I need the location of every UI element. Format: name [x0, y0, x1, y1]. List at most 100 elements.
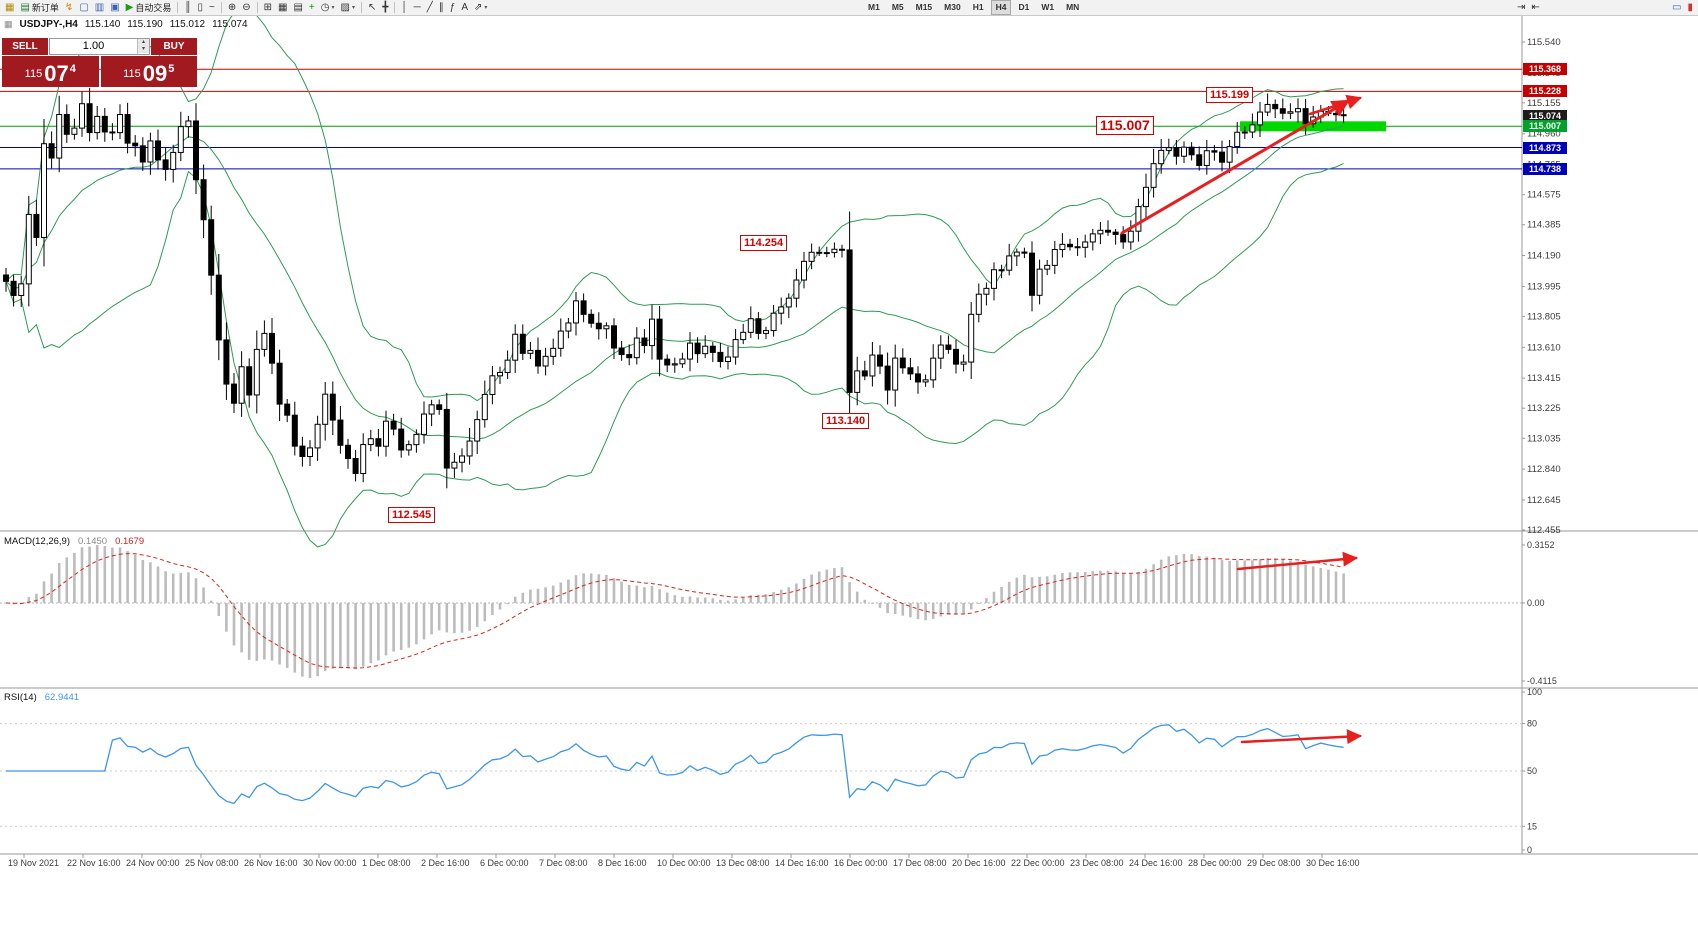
price-annotation[interactable]: 112.545	[388, 507, 436, 523]
arrange-windows-icon-glyph: ▤	[293, 2, 303, 13]
timeframe-mn[interactable]: MN	[1066, 2, 1080, 12]
channel-icon[interactable]: ∥	[436, 0, 447, 15]
volume-increase-button[interactable]: ▴	[138, 39, 149, 46]
trendline-icon-glyph: ╱	[426, 2, 433, 13]
time-axis-label: 24 Nov 00:00	[126, 858, 180, 868]
time-axis-label: 25 Nov 08:00	[185, 858, 239, 868]
auto-scroll-icon[interactable]: ⇥	[1514, 0, 1528, 15]
tile-windows-icon[interactable]: ⊞	[261, 0, 275, 15]
symbol-timeframe: USDJPY-,H4	[19, 19, 78, 30]
auto-trading-button[interactable]: ▶ 自动交易	[123, 0, 175, 15]
buy-price-figure: 115	[123, 68, 141, 80]
templates-button[interactable]: ▨ ▾	[338, 0, 358, 15]
trendline-icon[interactable]: ╱	[424, 0, 436, 15]
trend-arrow[interactable]	[1236, 551, 1358, 571]
toolbar-separator	[360, 2, 362, 13]
zoom-out-icon-glyph: ⊖	[242, 2, 251, 13]
rsi-scale-label: 80	[1527, 719, 1537, 729]
trend-arrow[interactable]	[1240, 729, 1362, 745]
candlestick-type-icon-glyph: ▯	[197, 2, 203, 13]
price-annotation[interactable]: 114.254	[740, 235, 788, 251]
fibonacci-icon-glyph: ƒ	[449, 2, 456, 13]
channel-icon-glyph: ∥	[438, 2, 444, 13]
rsi-scale-label: 100	[1527, 687, 1542, 697]
time-axis-label: 8 Dec 16:00	[598, 858, 647, 868]
candlestick-type-icon[interactable]: ▯	[194, 0, 206, 15]
horizontal-lines-layer[interactable]	[0, 68, 1522, 170]
price-annotation[interactable]: 115.007	[1096, 116, 1154, 135]
macd-signal-value: 0.1679	[115, 536, 145, 547]
vertical-line-icon[interactable]: │	[398, 0, 410, 15]
arrows-tool-icon[interactable]: ⇗ ▾	[471, 0, 490, 15]
arrows-tool-icon-glyph: ⇗	[474, 2, 483, 13]
toolbar-separator	[177, 2, 179, 13]
time-axis-label: 13 Dec 08:00	[716, 858, 770, 868]
cascade-windows-icon[interactable]: ▦	[275, 0, 290, 15]
timeframe-h4[interactable]: H4	[990, 0, 1012, 15]
buy-button[interactable]: BUY	[151, 38, 197, 55]
arrange-windows-icon[interactable]: ▤	[290, 0, 305, 15]
new-order-button-label: 新订单	[31, 3, 59, 13]
connection-icon[interactable]: ▮	[1684, 0, 1696, 15]
timeframe-m5[interactable]: M5	[891, 2, 904, 12]
periods-button[interactable]: ◷ ▾	[318, 0, 338, 15]
crosshair-icon-glyph: ╋	[382, 2, 389, 13]
price-axis-label: 113.035	[1527, 433, 1561, 444]
new-order-button[interactable]: ▤ 新订单	[17, 0, 61, 15]
timeframe-m1[interactable]: M1	[868, 2, 880, 12]
bollinger-lower-band	[5, 162, 1344, 548]
zoom-in-icon-glyph: ⊕	[227, 2, 237, 13]
timeframe-m15[interactable]: M15	[915, 2, 933, 12]
price-axis-label: 112.840	[1527, 464, 1561, 475]
volume-decrease-button[interactable]: ▾	[138, 46, 149, 53]
rsi-panel: 100 80 50 15 0	[0, 687, 1542, 855]
trend-arrow[interactable]	[1308, 94, 1362, 116]
chart-shift-icon-glyph: ⇤	[1531, 2, 1540, 13]
price-annotation[interactable]: 113.140	[822, 413, 870, 429]
price-annotation[interactable]: 115.199	[1206, 87, 1254, 103]
profiles-icon-glyph: ▥	[94, 2, 105, 13]
indicators-button[interactable]: +	[306, 0, 318, 15]
price-axis-label: 112.455	[1527, 525, 1561, 536]
buy-price-display[interactable]: 115 09 5	[100, 56, 197, 87]
timeframe-h1[interactable]: H1	[972, 2, 984, 12]
horizontal-line-icon[interactable]: ─	[411, 0, 424, 15]
macd-scale-label: 0.3152	[1527, 540, 1555, 550]
chart-windows-icon[interactable]: ▢	[76, 0, 91, 15]
sell-button[interactable]: SELL	[2, 38, 48, 55]
expert-advisors-icon-glyph: ↯	[64, 2, 74, 13]
bar-chart-type-icon[interactable]: ║	[181, 0, 194, 15]
price-axis-tag: 115.368	[1523, 63, 1567, 75]
crosshair-icon[interactable]: ╋	[379, 0, 391, 15]
cursor-icon[interactable]: ↖	[365, 0, 379, 15]
ohlc-low: 115.012	[169, 19, 206, 30]
timeframe-w1[interactable]: W1	[1041, 2, 1055, 12]
layout-icon[interactable]: ▭	[1669, 0, 1684, 15]
line-chart-type-icon[interactable]: ~	[206, 0, 218, 15]
volume-input[interactable]: 1.00 ▴ ▾	[49, 38, 150, 55]
zoom-out-icon[interactable]: ⊖	[239, 0, 253, 15]
horizontal-line-icon-glyph: ─	[413, 2, 421, 13]
zoom-in-icon[interactable]: ⊕	[225, 0, 239, 15]
price-axis-tag: 115.074	[1523, 110, 1567, 122]
time-axis-label: 22 Dec 00:00	[1011, 858, 1065, 868]
timeframe-d1[interactable]: D1	[1018, 2, 1030, 12]
fibonacci-icon[interactable]: ƒ	[447, 0, 459, 15]
time-axis-label: 1 Dec 08:00	[362, 858, 411, 868]
volume-value[interactable]: 1.00	[82, 40, 105, 52]
trend-arrow[interactable]	[1120, 99, 1351, 235]
rsi-title: RSI(14)	[4, 692, 37, 703]
app-icon[interactable]: ▦	[2, 0, 17, 15]
sell-price-display[interactable]: 115 07 4	[2, 56, 99, 87]
profiles-icon[interactable]: ▥	[92, 0, 107, 15]
chart-shift-icon[interactable]: ⇤	[1528, 0, 1542, 15]
candles-layer	[3, 87, 1347, 489]
expert-advisors-icon[interactable]: ↯	[62, 0, 76, 15]
terminal-icon[interactable]: ▣	[107, 0, 122, 15]
price-axis-label: 113.805	[1527, 311, 1561, 322]
text-label-icon[interactable]: A	[458, 0, 471, 15]
timeframe-m30[interactable]: M30	[944, 2, 961, 12]
time-axis-label: 19 Nov 2021	[8, 858, 59, 868]
timeframe-toolbar: M1 M5 M15 M30 H1 H4 D1 W1 MN	[862, 0, 1085, 15]
